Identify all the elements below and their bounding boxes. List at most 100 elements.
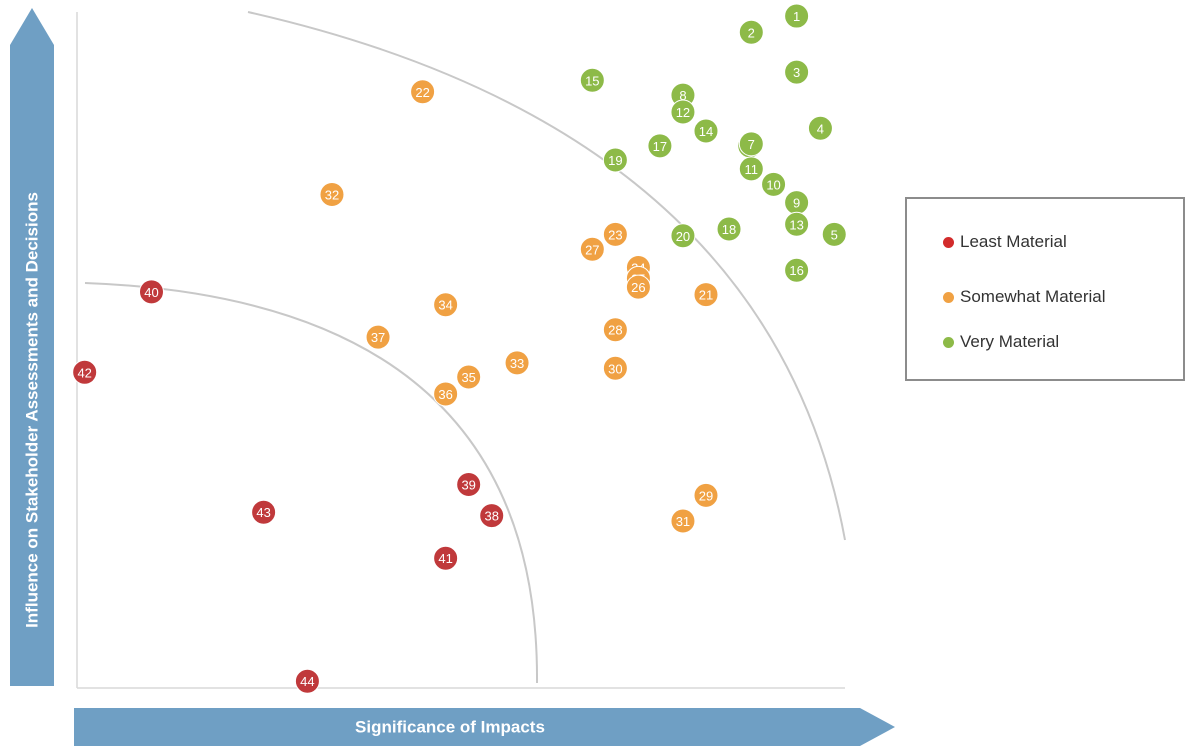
data-point-marker bbox=[319, 182, 345, 208]
data-point-23: 23 bbox=[602, 221, 628, 247]
data-point-label: 1 bbox=[793, 9, 800, 24]
data-point-marker bbox=[625, 274, 651, 300]
data-point-label: 37 bbox=[371, 330, 385, 345]
data-point-label: 29 bbox=[699, 488, 713, 503]
data-point-label: 4 bbox=[817, 121, 824, 136]
data-point-40: 40 bbox=[138, 279, 164, 305]
legend-marker-very bbox=[943, 336, 954, 348]
data-point-5: 5 bbox=[821, 221, 847, 247]
data-point-27: 27 bbox=[579, 236, 605, 262]
data-point-label: 26 bbox=[631, 280, 645, 295]
x-axis-label: Significance of Impacts bbox=[355, 718, 545, 737]
data-point-marker bbox=[716, 216, 742, 242]
data-point-label: 39 bbox=[461, 478, 475, 493]
data-point-marker bbox=[579, 236, 605, 262]
data-point-marker bbox=[479, 503, 505, 529]
legend-item-somewhat: Somewhat Material bbox=[943, 287, 1106, 307]
data-point-label: 18 bbox=[722, 222, 736, 237]
data-point-4: 4 bbox=[807, 115, 833, 141]
data-point-marker bbox=[579, 67, 605, 93]
data-point-marker bbox=[602, 147, 628, 173]
data-point-43: 43 bbox=[251, 499, 277, 525]
data-point-36: 36 bbox=[433, 381, 459, 407]
data-point-label: 10 bbox=[766, 177, 780, 192]
data-point-10: 10 bbox=[761, 171, 787, 197]
data-point-37: 37 bbox=[365, 324, 391, 350]
data-point-marker bbox=[821, 221, 847, 247]
data-point-29: 29 bbox=[693, 482, 719, 508]
legend-label-very: Very Material bbox=[960, 332, 1060, 351]
data-point-44: 44 bbox=[294, 668, 320, 694]
data-point-label: 36 bbox=[438, 387, 452, 402]
data-point-marker bbox=[784, 257, 810, 283]
data-points: 1234567891011121314151617181920212223242… bbox=[72, 3, 847, 694]
data-point-7: 7 bbox=[738, 131, 764, 157]
data-point-label: 17 bbox=[653, 139, 667, 154]
data-point-12: 12 bbox=[670, 99, 696, 125]
legend-label-somewhat: Somewhat Material bbox=[960, 287, 1106, 306]
data-point-label: 20 bbox=[676, 229, 690, 244]
data-point-32: 32 bbox=[319, 182, 345, 208]
legend-marker-somewhat bbox=[943, 291, 954, 303]
data-point-33: 33 bbox=[504, 350, 530, 376]
data-point-label: 28 bbox=[608, 323, 622, 338]
data-point-label: 2 bbox=[748, 25, 755, 40]
data-point-marker bbox=[784, 59, 810, 85]
data-point-14: 14 bbox=[693, 118, 719, 144]
data-point-marker bbox=[433, 381, 459, 407]
data-point-label: 30 bbox=[608, 361, 622, 376]
data-point-label: 35 bbox=[461, 370, 475, 385]
data-point-2: 2 bbox=[738, 19, 764, 45]
outer-materiality-arc bbox=[247, 11, 846, 541]
data-point-marker bbox=[602, 221, 628, 247]
data-point-marker bbox=[433, 292, 459, 318]
data-point-marker bbox=[807, 115, 833, 141]
data-point-label: 11 bbox=[745, 162, 759, 177]
data-point-label: 23 bbox=[608, 227, 622, 242]
data-point-label: 19 bbox=[608, 153, 622, 168]
data-point-11: 11 bbox=[738, 156, 764, 182]
data-point-28: 28 bbox=[602, 317, 628, 343]
data-point-1: 1 bbox=[784, 3, 810, 29]
data-point-label: 22 bbox=[415, 85, 429, 100]
data-point-34: 34 bbox=[433, 292, 459, 318]
data-point-marker bbox=[670, 99, 696, 125]
legend-item-very: Very Material bbox=[943, 332, 1059, 352]
data-point-42: 42 bbox=[72, 359, 98, 385]
data-point-label: 41 bbox=[438, 551, 452, 566]
data-point-marker bbox=[602, 317, 628, 343]
data-point-marker bbox=[738, 131, 764, 157]
data-point-marker bbox=[670, 223, 696, 249]
data-point-26: 26 bbox=[625, 274, 651, 300]
data-point-label: 31 bbox=[676, 514, 690, 529]
data-point-marker bbox=[456, 364, 482, 390]
data-point-3: 3 bbox=[784, 59, 810, 85]
data-point-label: 15 bbox=[585, 73, 599, 88]
data-point-marker bbox=[72, 359, 98, 385]
data-point-marker bbox=[670, 508, 696, 534]
data-point-label: 21 bbox=[699, 288, 713, 303]
data-point-marker bbox=[761, 171, 787, 197]
data-point-label: 8 bbox=[679, 88, 686, 103]
legend-item-least: Least Material bbox=[943, 232, 1067, 252]
data-point-marker bbox=[456, 472, 482, 498]
data-point-marker bbox=[784, 3, 810, 29]
data-point-19: 19 bbox=[602, 147, 628, 173]
data-point-marker bbox=[251, 499, 277, 525]
data-point-30: 30 bbox=[602, 355, 628, 381]
data-point-marker bbox=[410, 79, 436, 105]
data-point-label: 12 bbox=[676, 105, 690, 120]
data-point-marker bbox=[433, 545, 459, 571]
data-point-marker bbox=[504, 350, 530, 376]
data-point-17: 17 bbox=[647, 133, 673, 159]
legend-marker-least bbox=[943, 236, 954, 248]
data-point-39: 39 bbox=[456, 472, 482, 498]
data-point-label: 43 bbox=[256, 505, 270, 520]
data-point-16: 16 bbox=[784, 257, 810, 283]
data-point-label: 16 bbox=[789, 263, 803, 278]
data-point-marker bbox=[693, 118, 719, 144]
data-point-marker bbox=[365, 324, 391, 350]
legend-label-least: Least Material bbox=[960, 232, 1067, 251]
data-point-marker bbox=[738, 156, 764, 182]
